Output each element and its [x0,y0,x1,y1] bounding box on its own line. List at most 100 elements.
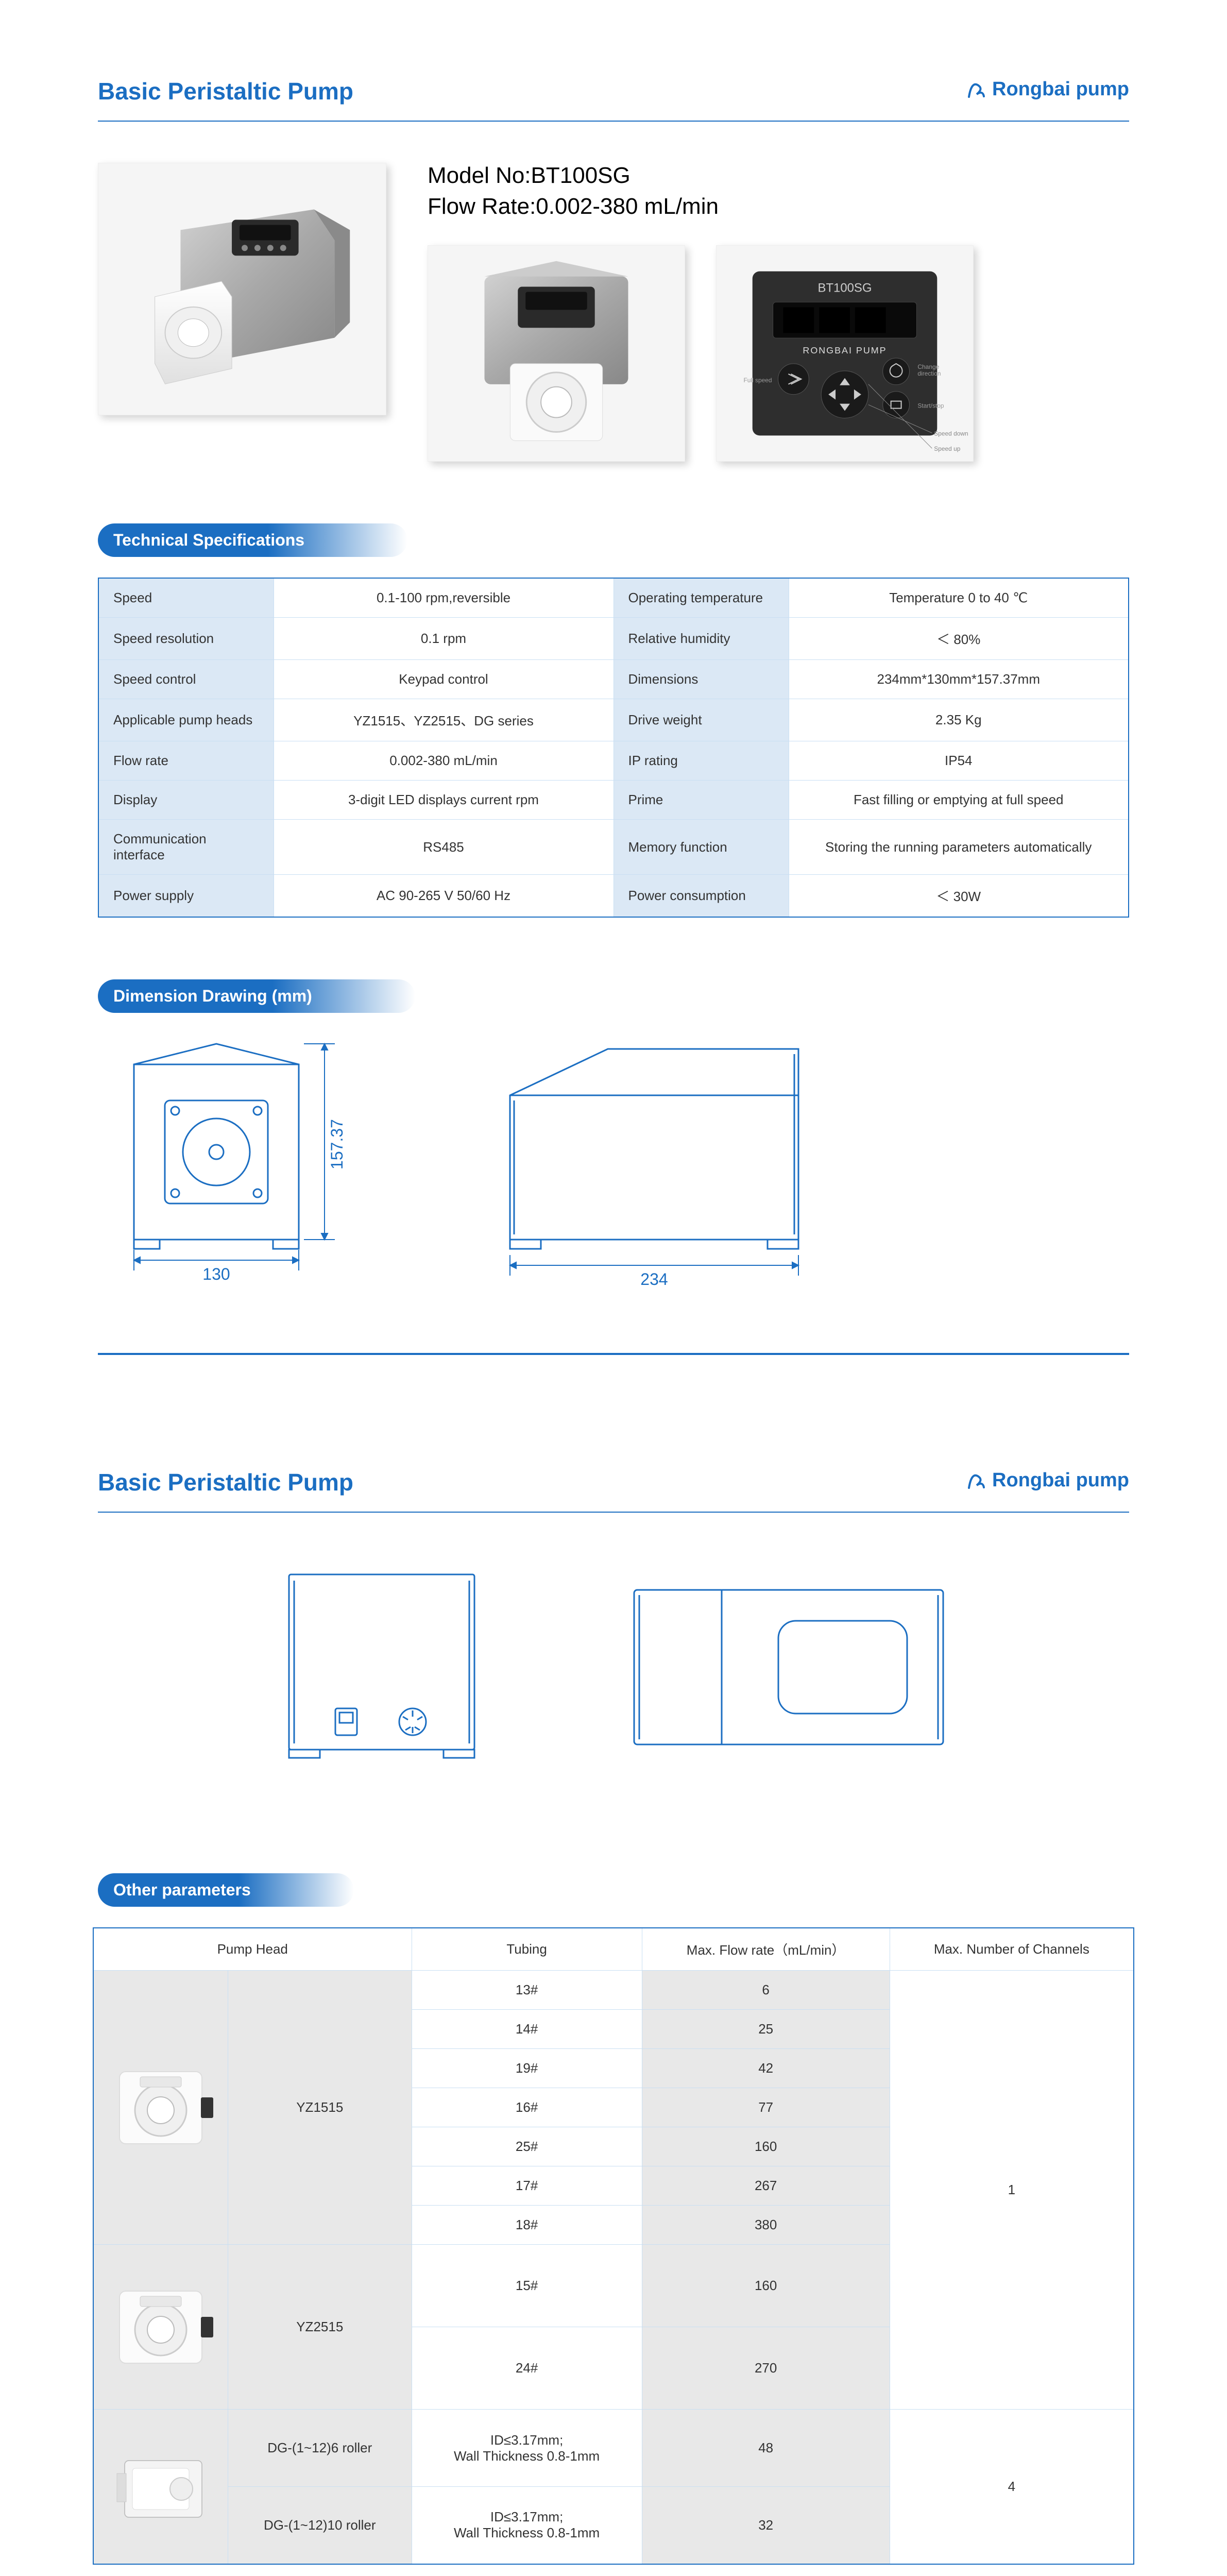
spec-key: Speed resolution [98,618,274,660]
page-header: Basic Peristaltic Pump Rongbai pump [98,77,1129,105]
flow-cell: 32 [642,2487,890,2564]
brand-logo-icon-2 [966,1470,987,1490]
dim-top-view [608,1554,969,1781]
flow-cell: 77 [642,2088,890,2127]
spec-val: 0.002-380 mL/min [274,741,614,781]
spec-key: Prime [614,781,789,820]
tubing-cell: ID≤3.17mm; Wall Thickness 0.8-1mm [412,2410,642,2487]
flow-cell: 48 [642,2410,890,2487]
spec-key: Display [98,781,274,820]
spec-key: Power supply [98,875,274,918]
spec-val: AC 90-265 V 50/60 Hz [274,875,614,918]
flow-cell: 267 [642,2166,890,2206]
brand-text-2: Rongbai pump [992,1469,1129,1492]
section-other-params: Other parameters [98,1873,354,1907]
spec-key: Memory function [614,820,789,875]
model-value: BT100SG [531,163,630,188]
flow-cell: 270 [642,2327,890,2410]
spec-table: Speed0.1-100 rpm,reversibleOperating tem… [98,578,1129,918]
pump-head-image [93,2245,228,2410]
hero-section: Model No:BT100SG Flow Rate:0.002-380 mL/… [98,163,1129,462]
pump-head-name: YZ1515 [228,1971,412,2245]
spec-key: Communication interface [98,820,274,875]
pump-head-name: DG-(1~12)10 roller [228,2487,412,2564]
svg-text:Speed up: Speed up [934,445,960,452]
tubing-cell: 18# [412,2206,642,2245]
brand-text: Rongbai pump [992,78,1129,100]
spec-key: Applicable pump heads [98,699,274,741]
product-main-photo [98,163,386,415]
spec-val: YZ1515、YZ2515、DG series [274,699,614,741]
spec-row: Speed resolution0.1 rpmRelative humidity… [98,618,1129,660]
page-title-2: Basic Peristaltic Pump [98,1468,353,1496]
spec-key: Flow rate [98,741,274,781]
param-row: YZ151513#61 [93,1971,1134,2010]
param-th-channels: Max. Number of Channels [890,1928,1134,1971]
spec-val: Temperature 0 to 40 ℃ [789,578,1129,618]
spec-val: 0.1 rpm [274,618,614,660]
spec-row: Speed controlKeypad controlDimensions234… [98,660,1129,699]
spec-row: Speed0.1-100 rpm,reversibleOperating tem… [98,578,1129,618]
flow-cell: 6 [642,1971,890,2010]
header-divider [98,121,1129,122]
spec-key: Drive weight [614,699,789,741]
pump-head-name: YZ2515 [228,2245,412,2410]
tubing-cell: 24# [412,2327,642,2410]
spec-row: Power supplyAC 90-265 V 50/60 HzPower co… [98,875,1129,918]
svg-text:Change: Change [917,363,939,370]
dimension-drawings: 130 157.37 234 [98,1033,1129,1291]
spec-key: Relative humidity [614,618,789,660]
param-th-pumphead: Pump Head [93,1928,412,1971]
spec-val: 3-digit LED displays current rpm [274,781,614,820]
product-thumb-panel: BT100SG RONGBAI PUMP [716,245,974,462]
tubing-cell: 16# [412,2088,642,2127]
svg-text:Full speed: Full speed [743,377,772,384]
dim-rear-view [258,1554,505,1781]
dim-front-view: 130 157.37 [98,1033,386,1291]
flow-cell: 380 [642,2206,890,2245]
dimension-drawings-2 [98,1554,1129,1781]
svg-text:RONGBAI PUMP: RONGBAI PUMP [803,345,887,355]
spec-row: Communication interfaceRS485Memory funct… [98,820,1129,875]
spec-val: 2.35 Kg [789,699,1129,741]
spec-val: Fast filling or emptying at full speed [789,781,1129,820]
pump-head-image [93,1971,228,2245]
spec-key: Speed control [98,660,274,699]
flow-label: Flow Rate: [428,194,536,219]
page-title: Basic Peristaltic Pump [98,77,353,105]
brand-logo-icon [966,79,987,99]
pump-head-image [93,2410,228,2564]
svg-text:direction: direction [917,370,941,377]
spec-val: IP54 [789,741,1129,781]
param-th-tubing: Tubing [412,1928,642,1971]
tubing-cell: ID≤3.17mm; Wall Thickness 0.8-1mm [412,2487,642,2564]
section-dim-drawing: Dimension Drawing (mm) [98,979,415,1013]
hero-right: Model No:BT100SG Flow Rate:0.002-380 mL/… [428,163,1129,462]
tubing-cell: 15# [412,2245,642,2327]
model-label: Model No: [428,163,531,188]
hero-left [98,163,386,415]
tubing-cell: 14# [412,2010,642,2049]
spec-row: Applicable pump headsYZ1515、YZ2515、DG se… [98,699,1129,741]
param-header-row: Pump Head Tubing Max. Flow rate（mL/min） … [93,1928,1134,1971]
svg-text:157.37: 157.37 [328,1119,346,1170]
param-th-flow: Max. Flow rate（mL/min） [642,1928,890,1971]
spec-key: Power consumption [614,875,789,918]
thumb-row: BT100SG RONGBAI PUMP [428,245,1129,462]
brand: Rongbai pump [966,78,1129,100]
spec-row: Flow rate0.002-380 mL/minIP ratingIP54 [98,741,1129,781]
tubing-cell: 17# [412,2166,642,2206]
tubing-cell: 13# [412,1971,642,2010]
header-divider-2 [98,1512,1129,1513]
flow-line: Flow Rate:0.002-380 mL/min [428,194,1129,219]
spec-val: Keypad control [274,660,614,699]
spec-val: ＜ 30W [789,875,1129,918]
flow-value: 0.002-380 mL/min [536,194,719,219]
section-tech-spec: Technical Specifications [98,523,407,557]
svg-text:234: 234 [640,1270,668,1289]
spec-key: Dimensions [614,660,789,699]
channels-cell: 1 [890,1971,1134,2410]
spec-val: RS485 [274,820,614,875]
spec-val: ＜ 80% [789,618,1129,660]
param-table: Pump Head Tubing Max. Flow rate（mL/min） … [93,1927,1134,2565]
